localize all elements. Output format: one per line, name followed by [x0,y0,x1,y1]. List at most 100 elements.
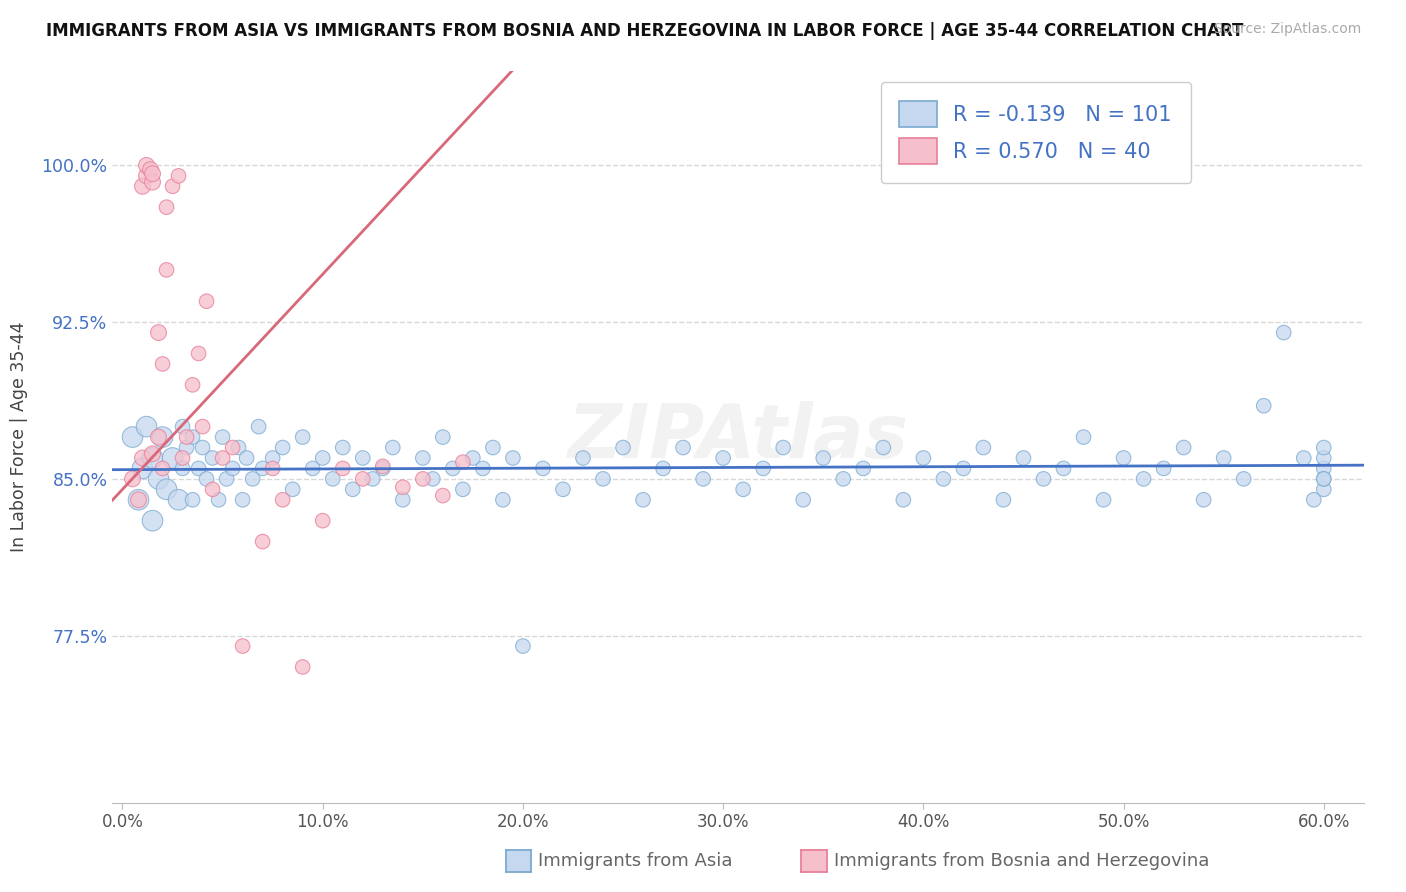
Point [1313,461,1336,475]
Point [371,459,394,474]
Point [461,450,484,465]
Point [612,441,634,455]
Point [752,461,775,475]
Point [181,377,204,392]
Point [1192,492,1215,507]
Point [141,447,163,461]
Point [412,472,434,486]
Point [172,461,194,475]
Point [1073,430,1095,444]
Point [148,472,170,486]
Point [187,461,209,475]
Legend: R = -0.139   N = 101, R = 0.570   N = 40: R = -0.139 N = 101, R = 0.570 N = 40 [880,82,1191,183]
Point [128,492,150,507]
Point [141,175,163,189]
Point [952,461,974,475]
Point [352,472,374,486]
Point [1032,472,1054,486]
Point [451,483,474,497]
Point [271,441,294,455]
Point [148,326,170,340]
Point [195,472,218,486]
Point [332,461,354,475]
Text: IMMIGRANTS FROM ASIA VS IMMIGRANTS FROM BOSNIA AND HERZEGOVINA IN LABOR FORCE | : IMMIGRANTS FROM ASIA VS IMMIGRANTS FROM … [46,22,1244,40]
Point [891,492,914,507]
Point [1173,441,1195,455]
Point [422,472,444,486]
Point [852,461,875,475]
Point [262,461,284,475]
Point [342,483,364,497]
Point [1313,472,1336,486]
Point [195,294,218,309]
Point [155,200,177,214]
Point [152,430,174,444]
Text: Immigrants from Bosnia and Herzegovina: Immigrants from Bosnia and Herzegovina [834,852,1209,870]
Point [1153,461,1175,475]
Point [972,441,994,455]
Point [1292,450,1315,465]
Point [391,480,413,494]
Point [993,492,1015,507]
Point [176,430,198,444]
Point [181,492,204,507]
Point [672,441,695,455]
Point [391,492,413,507]
Point [235,450,257,465]
Point [352,450,374,465]
Point [131,179,153,194]
Point [451,455,474,469]
Point [1272,326,1295,340]
Point [1253,399,1275,413]
Point [482,441,505,455]
Point [201,450,224,465]
Point [291,660,314,674]
Point [412,450,434,465]
Point [211,430,233,444]
Point [733,483,755,497]
Point [572,450,595,465]
Point [242,472,264,486]
Point [1212,450,1234,465]
Point [221,441,243,455]
Point [1302,492,1324,507]
Point [262,450,284,465]
Point [135,158,157,172]
Point [232,639,254,653]
Point [1092,492,1115,507]
Text: ZIPAtlas: ZIPAtlas [568,401,908,474]
Point [131,461,153,475]
Point [167,169,190,183]
Point [152,461,174,475]
Point [207,492,229,507]
Point [592,472,614,486]
Point [312,450,335,465]
Point [1132,472,1154,486]
Point [692,472,714,486]
Point [711,450,734,465]
Point [291,430,314,444]
Point [228,441,250,455]
Point [155,263,177,277]
Point [1313,483,1336,497]
Point [471,461,494,475]
Point [512,639,534,653]
Point [1313,441,1336,455]
Point [232,492,254,507]
Point [172,419,194,434]
Point [162,450,184,465]
Point [432,430,454,444]
Point [201,483,224,497]
Point [121,472,143,486]
Point [247,419,270,434]
Point [381,441,404,455]
Point [135,169,157,183]
Point [128,492,150,507]
Point [631,492,654,507]
Point [252,461,274,475]
Point [191,419,214,434]
Point [141,450,163,465]
Point [172,450,194,465]
Point [502,450,524,465]
Point [1112,450,1135,465]
